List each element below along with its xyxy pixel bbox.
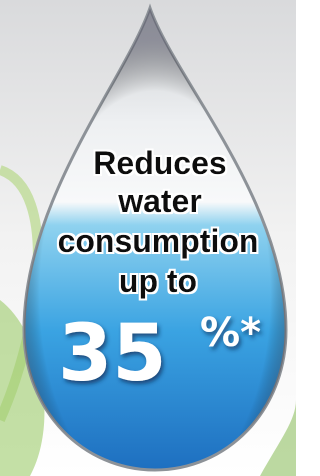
page: Reduces water consumption up to 35 %* ((… <box>0 0 296 476</box>
figure-suffix: %* <box>200 310 261 356</box>
text-line: consumption <box>58 223 259 259</box>
figure: 35 <box>58 309 167 399</box>
text-line: Reduces <box>93 145 226 181</box>
text-line: water <box>117 183 202 219</box>
text-line: up to <box>119 263 197 299</box>
graphic: Reduces water consumption up to 35 %* <box>0 0 296 476</box>
